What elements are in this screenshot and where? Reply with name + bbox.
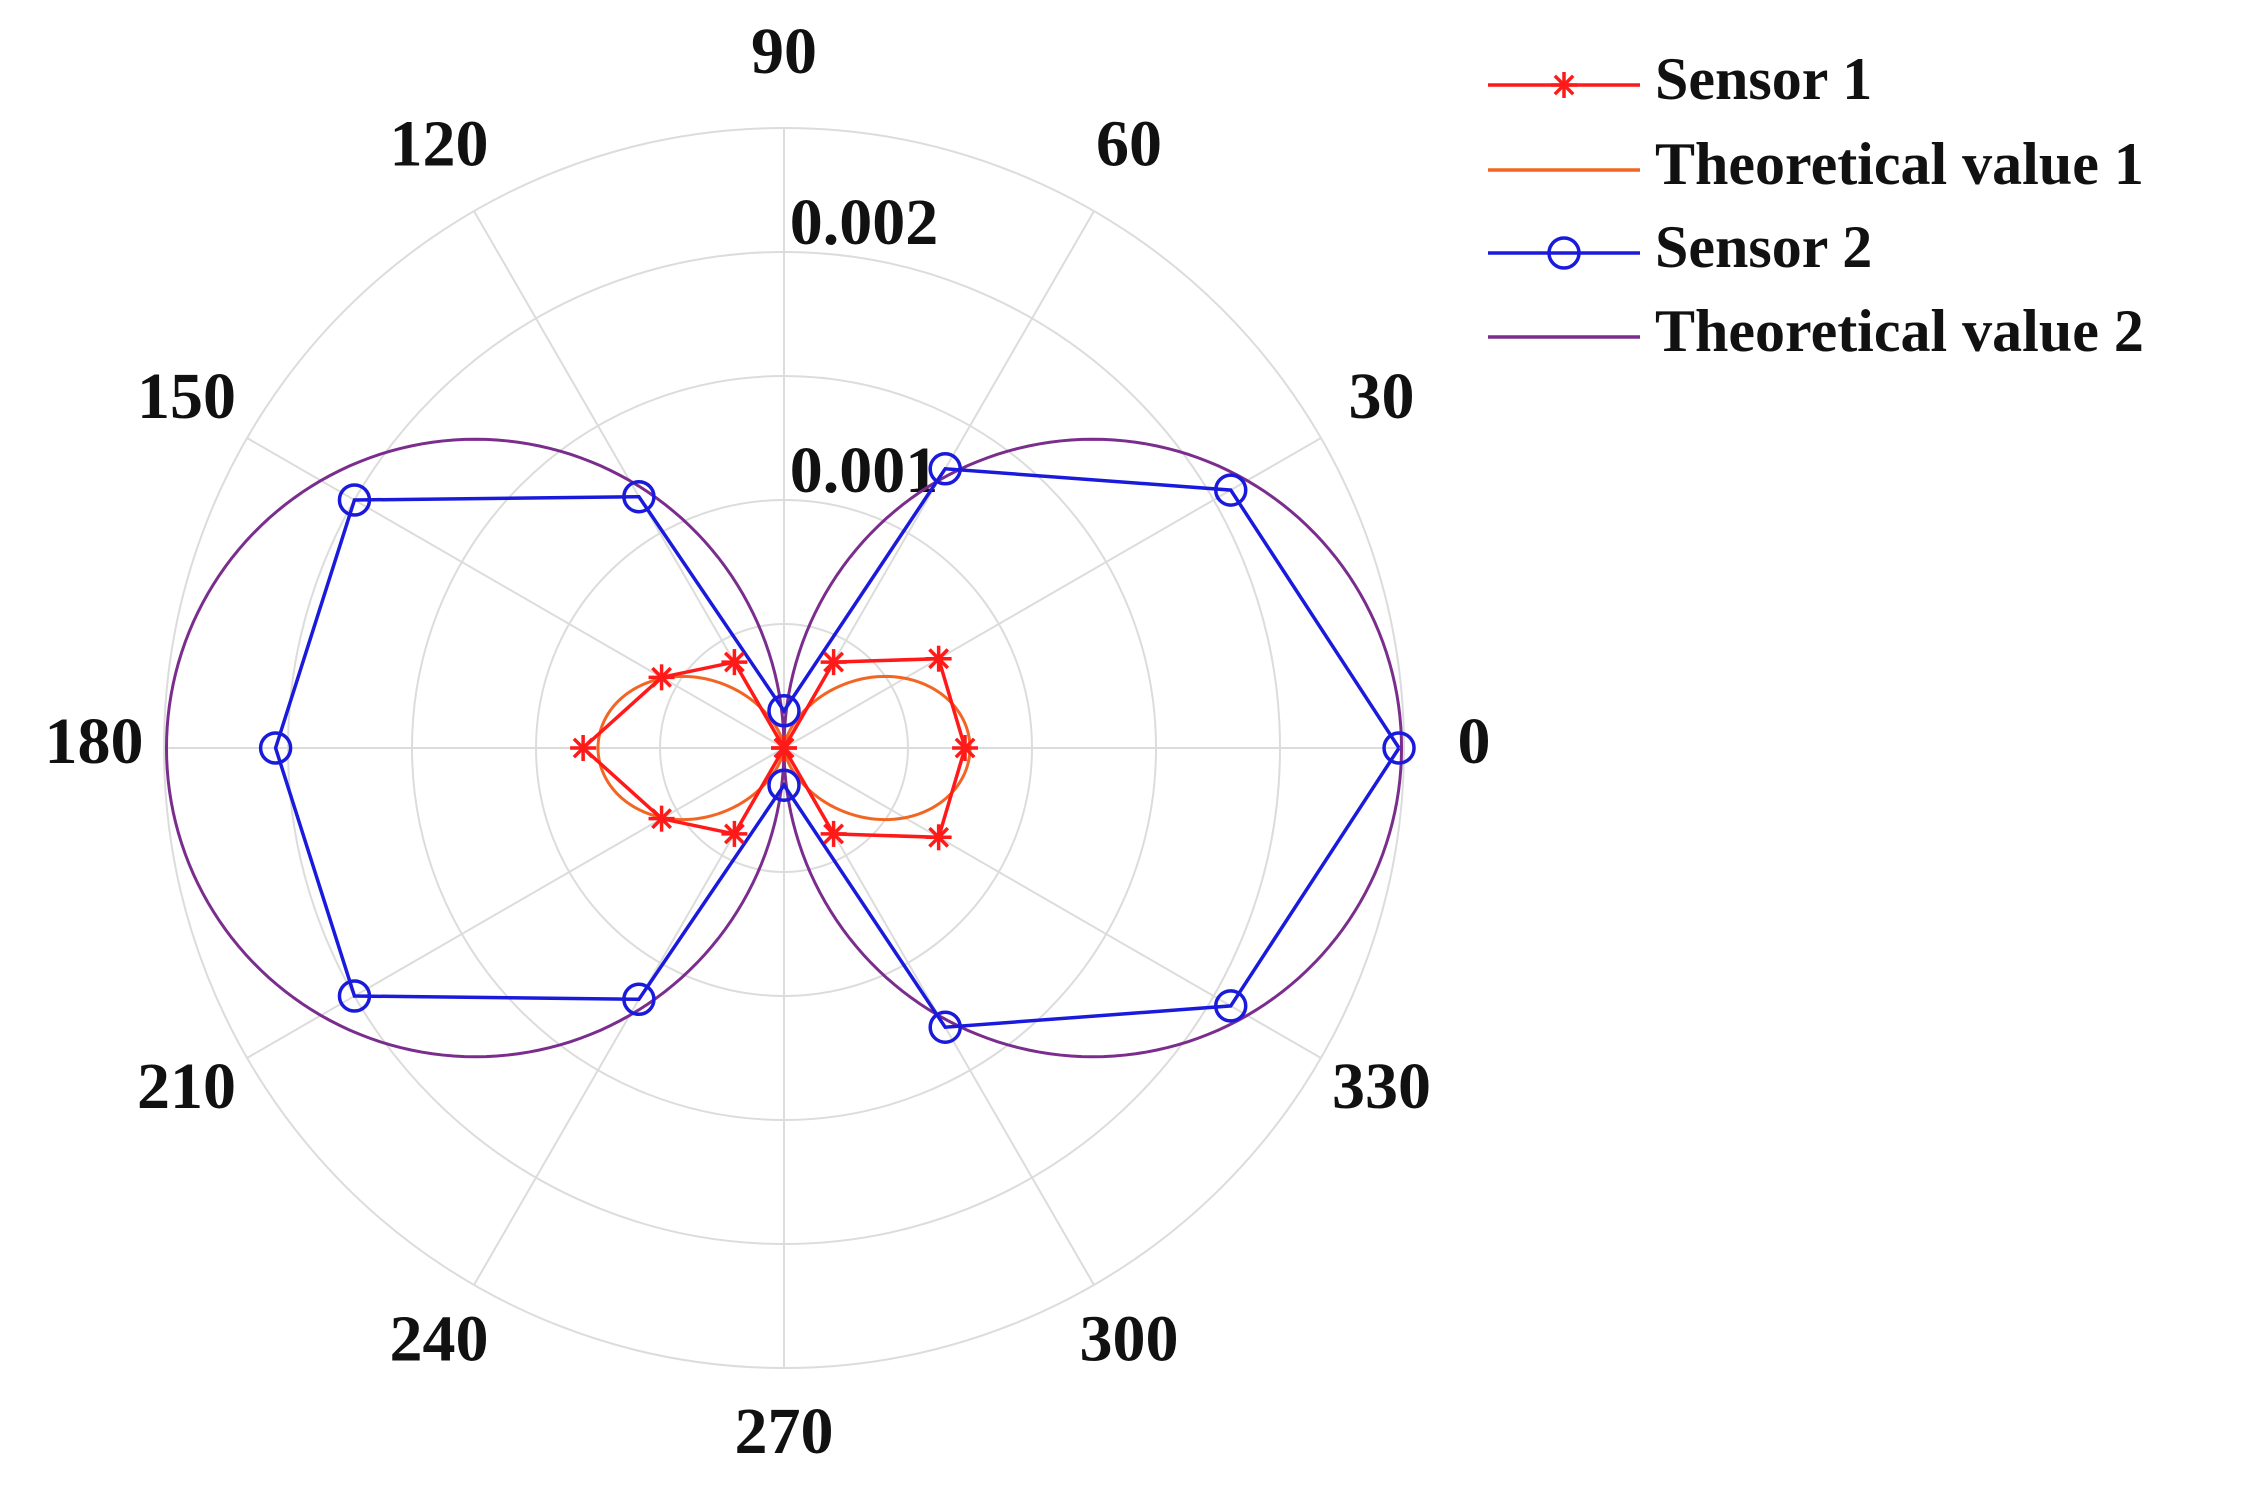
angle-tick-label: 240	[390, 1303, 489, 1376]
data-point	[337, 979, 372, 1013]
angle-tick-label: 300	[1080, 1303, 1179, 1376]
marker-stroke	[572, 737, 594, 759]
series-sensor-1	[570, 645, 979, 851]
data-point	[622, 982, 656, 1017]
angle-tick-label: 210	[137, 1050, 236, 1123]
legend-label: Sensor 1	[1655, 46, 1872, 112]
data-point	[767, 694, 801, 728]
legend-marker	[1551, 72, 1577, 98]
angle-tick-label: 330	[1332, 1050, 1431, 1123]
data-point	[721, 649, 748, 676]
marker-stroke	[1553, 74, 1575, 96]
data-point	[337, 483, 372, 517]
marker-stroke	[928, 826, 950, 848]
legend: Sensor 1 Theoretical value 1 Sensor 2 Theor…	[1488, 46, 2144, 364]
series-layer	[164, 437, 1416, 1059]
legend-item: Theoretical value 2	[1488, 298, 2144, 364]
legend-label: Theoretical value 1	[1655, 131, 2144, 197]
data-point	[721, 820, 748, 847]
marker-stroke	[723, 823, 745, 845]
angle-tick-label: 150	[137, 360, 236, 433]
marker-stroke	[928, 648, 950, 670]
marker-stroke	[954, 737, 976, 759]
marker-stroke	[823, 823, 845, 845]
data-point	[767, 768, 801, 802]
data-point	[570, 735, 597, 761]
marker-stroke	[651, 808, 673, 830]
data-point	[622, 479, 656, 514]
data-point	[1213, 473, 1248, 507]
data-point	[820, 820, 847, 847]
grid-spoke	[246, 747, 785, 1059]
legend-item: Theoretical value 1	[1488, 131, 2144, 197]
angle-tick-label: 180	[45, 705, 144, 778]
marker-stroke	[823, 651, 845, 673]
data-point	[771, 735, 797, 761]
radial-tick-label: 0.002	[790, 186, 939, 259]
angle-tick-label: 0	[1458, 705, 1491, 778]
legend-marker	[1547, 236, 1581, 270]
marker-stroke	[773, 737, 795, 759]
legend-item: Sensor 1	[1488, 46, 1872, 112]
legend-label: Sensor 2	[1655, 214, 1872, 280]
series-line	[273, 466, 1401, 1030]
angle-tick-label: 120	[390, 108, 489, 181]
data-point	[928, 452, 962, 486]
grid-spoke	[246, 437, 785, 749]
angle-labels: 0 30 60 90 120 150 180 210 240 270 300 330	[45, 15, 1491, 1468]
angle-tick-label: 90	[751, 15, 817, 88]
data-point	[925, 824, 952, 851]
angle-tick-label: 60	[1096, 108, 1162, 181]
data-point	[648, 664, 675, 691]
legend-label: Theoretical value 2	[1655, 298, 2144, 364]
marker-stroke	[723, 651, 745, 673]
series-sensor-2	[258, 452, 1416, 1044]
angle-tick-label: 30	[1349, 360, 1415, 433]
data-point	[258, 731, 293, 765]
angle-tick-label: 270	[735, 1395, 834, 1468]
data-point	[952, 735, 979, 761]
legend-item: Sensor 2	[1488, 214, 1872, 280]
data-point	[928, 1010, 962, 1044]
data-point	[1213, 989, 1248, 1023]
data-point	[925, 645, 952, 672]
data-point	[820, 649, 847, 676]
data-point	[648, 805, 675, 832]
data-point	[1382, 731, 1416, 765]
marker-stroke	[651, 666, 673, 688]
